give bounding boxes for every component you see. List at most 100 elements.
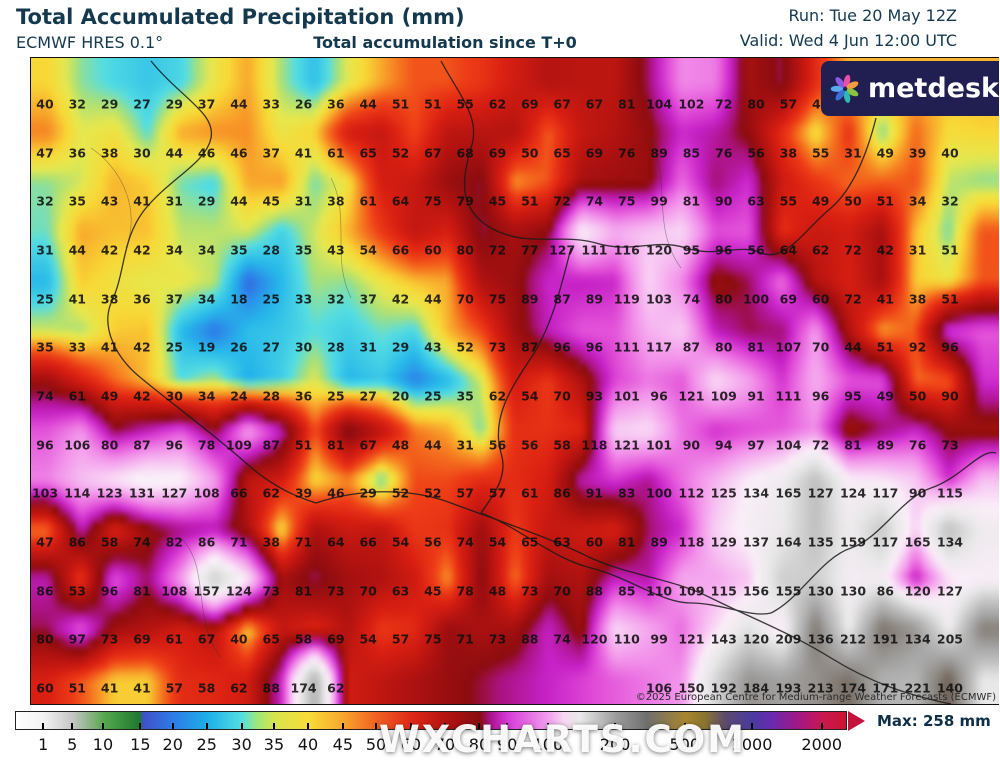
grid-value: 174: [290, 680, 317, 696]
grid-value: 42: [100, 242, 119, 258]
grid-value: 70: [553, 583, 571, 599]
grid-value: 55: [811, 145, 830, 161]
grid-value: 42: [133, 388, 151, 404]
grid-value: 34: [908, 193, 927, 209]
grid-value: 42: [133, 339, 151, 355]
colorbar-tick-label: 5: [67, 735, 78, 754]
grid-value: 125: [710, 485, 737, 501]
grid-value: 96: [553, 339, 571, 355]
grid-value: 31: [844, 145, 862, 161]
grid-value: 108: [193, 485, 220, 501]
grid-value: 114: [64, 485, 91, 501]
grid-value: 81: [618, 534, 636, 550]
grid-value: 44: [424, 437, 442, 453]
grid-value: 111: [581, 242, 608, 258]
grid-value: 38: [327, 193, 345, 209]
grid-value: 43: [424, 339, 442, 355]
grid-value: 41: [876, 291, 895, 307]
grid-value: 35: [230, 242, 248, 258]
grid-value: 33: [294, 291, 313, 307]
grid-value: 74: [36, 388, 54, 404]
grid-value: 37: [197, 96, 216, 112]
grid-value: 101: [646, 437, 673, 453]
grid-value: 99: [650, 631, 668, 647]
grid-value: 56: [488, 437, 507, 453]
grid-value: 81: [327, 437, 345, 453]
colorbar-tick: [341, 723, 344, 729]
grid-value: 49: [100, 388, 119, 404]
grid-value: 36: [327, 96, 345, 112]
grid-value: 96: [36, 437, 54, 453]
grid-value: 52: [456, 339, 474, 355]
grid-value: 69: [585, 145, 604, 161]
grid-value: 155: [775, 583, 802, 599]
grid-value: 120: [904, 583, 931, 599]
grid-value: 117: [872, 485, 899, 501]
grid-value: 42: [133, 242, 151, 258]
grid-value: 120: [646, 242, 673, 258]
grid-value: 77: [521, 242, 539, 258]
grid-value: 45: [262, 193, 280, 209]
grid-value: 103: [646, 291, 673, 307]
grid-value: 61: [521, 485, 539, 501]
grid-value: 89: [585, 291, 604, 307]
grid-value: 95: [682, 242, 701, 258]
grid-value: 70: [811, 339, 830, 355]
grid-value: 104: [775, 437, 802, 453]
grid-value: 120: [581, 631, 608, 647]
colorbar-tick: [409, 723, 412, 729]
grid-value: 67: [424, 145, 442, 161]
grid-value: 62: [488, 96, 507, 112]
grid-value: 86: [553, 485, 571, 501]
grid-value: 31: [165, 193, 183, 209]
grid-value: 69: [327, 631, 345, 647]
run-time-label: Run: Tue 20 May 12Z: [788, 6, 958, 25]
grid-value: 50: [908, 388, 927, 404]
grid-value: 65: [521, 534, 539, 550]
grid-value: 75: [488, 291, 507, 307]
grid-value: 29: [391, 339, 410, 355]
grid-value: 30: [133, 145, 151, 161]
grid-value: 70: [553, 388, 571, 404]
grid-value: 91: [585, 485, 604, 501]
grid-value: 54: [391, 534, 410, 550]
grid-value: 61: [165, 631, 183, 647]
grid-value: 31: [456, 437, 474, 453]
grid-value: 40: [941, 145, 959, 161]
grid-value: 40: [230, 631, 248, 647]
grid-value: 109: [678, 583, 705, 599]
grid-value: 44: [424, 291, 442, 307]
grid-value: 110: [646, 583, 673, 599]
grid-value: 117: [646, 339, 673, 355]
grid-value: 54: [521, 388, 539, 404]
grid-value: 209: [775, 631, 802, 647]
grid-value: 57: [488, 485, 507, 501]
grid-value: 62: [327, 680, 345, 696]
grid-value: 58: [197, 680, 216, 696]
grid-value: 47: [36, 145, 54, 161]
grid-value: 90: [682, 437, 701, 453]
grid-value: 73: [488, 339, 507, 355]
max-value-label: Max: 258 mm: [877, 712, 991, 730]
colorbar-tick: [306, 723, 309, 729]
grid-value: 127: [161, 485, 188, 501]
colorbar-gradient-bar: [15, 711, 847, 730]
grid-value: 90: [941, 388, 959, 404]
grid-value: 28: [262, 388, 280, 404]
grid-value: 47: [36, 534, 54, 550]
metdesk-logo: metdesk: [821, 61, 999, 116]
grid-value: 159: [839, 534, 867, 550]
grid-value: 61: [327, 145, 345, 161]
grid-value: 121: [678, 388, 705, 404]
grid-value: 96: [165, 437, 183, 453]
colorbar-tick: [205, 723, 208, 729]
grid-value: 87: [553, 291, 571, 307]
grid-value: 111: [613, 339, 640, 355]
grid-value: 31: [36, 242, 54, 258]
grid-value: 78: [456, 583, 474, 599]
grid-value: 65: [359, 145, 377, 161]
grid-value: 74: [456, 534, 474, 550]
precipitation-map: 40 32 29 27 29 37 44 33 26 36 44 51 51 55 62 69 67 67 81 10…: [30, 57, 999, 761]
grid-value: 88: [585, 583, 604, 599]
grid-value: 65: [262, 631, 280, 647]
